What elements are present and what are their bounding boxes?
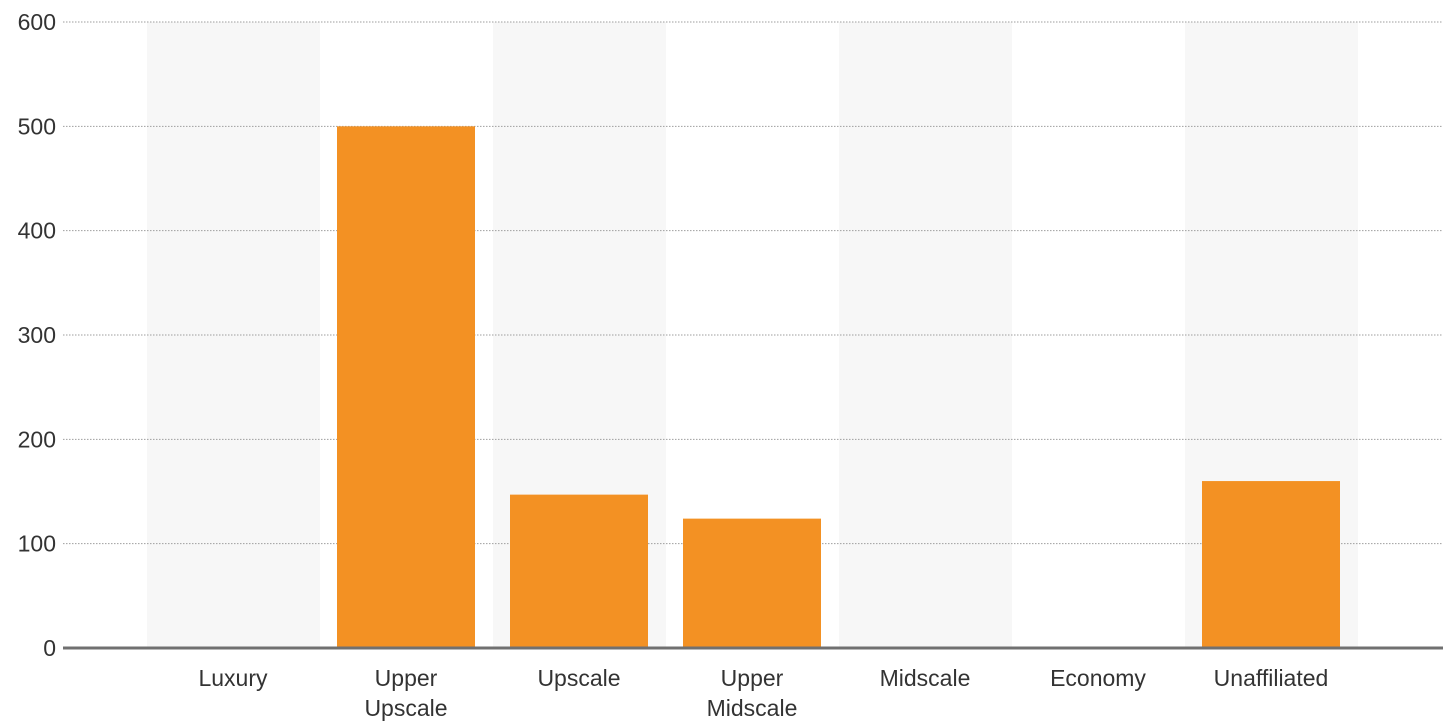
y-axis-ticks: 0 100 200 300 400 500 600 [18, 9, 56, 661]
y-tick-label: 300 [18, 322, 56, 348]
x-tick-label-line: Luxury [198, 665, 268, 691]
bar-upper-midscale [683, 518, 821, 648]
y-tick-label: 600 [18, 9, 56, 35]
bar-unaffiliated [1202, 481, 1340, 648]
bar-upscale [510, 494, 648, 648]
y-tick-label: 200 [18, 426, 56, 452]
x-tick-label: Upscale [537, 665, 620, 691]
y-tick-label: 500 [18, 113, 56, 139]
x-tick-label: Upper Midscale [707, 665, 798, 721]
x-tick-label-line: Upscale [364, 695, 447, 721]
x-tick-label-line: Upper [721, 665, 784, 691]
y-tick-label: 0 [43, 635, 56, 661]
x-tick-label: Luxury [198, 665, 268, 691]
x-tick-label-line: Economy [1050, 665, 1146, 691]
x-tick-label: Unaffiliated [1214, 665, 1329, 691]
x-tick-label-line: Upper [375, 665, 438, 691]
y-tick-label: 400 [18, 218, 56, 244]
x-tick-label-line: Midscale [880, 665, 971, 691]
bars [337, 126, 1340, 649]
y-tick-label: 100 [18, 531, 56, 557]
x-tick-label: Midscale [880, 665, 971, 691]
x-tick-label: Economy [1050, 665, 1146, 691]
x-tick-label-line: Unaffiliated [1214, 665, 1329, 691]
x-tick-label: Upper Upscale [364, 665, 447, 721]
x-tick-label-line: Midscale [707, 695, 798, 721]
bar-upper-upscale [337, 126, 475, 649]
x-tick-label-line: Upscale [537, 665, 620, 691]
x-axis-labels: Luxury Upper Upscale Upscale Upper Midscale Mi… [198, 665, 1328, 721]
